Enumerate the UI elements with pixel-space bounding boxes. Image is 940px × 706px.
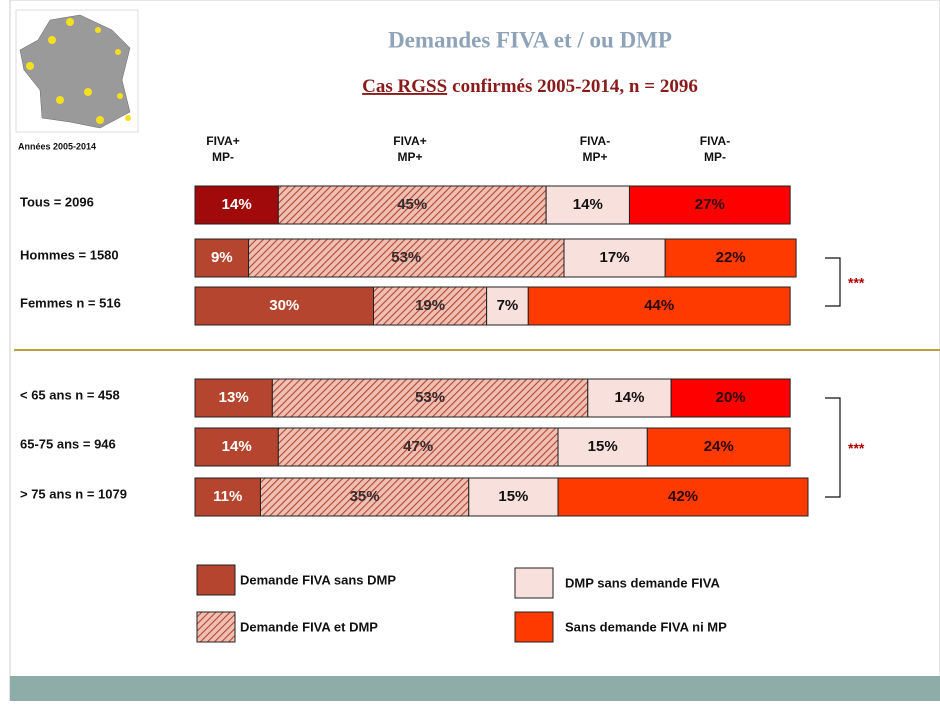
bar-segment [670, 378, 791, 418]
bar-segment [646, 427, 791, 467]
value-label: 22% [716, 249, 746, 266]
column-header: FIVA- [700, 134, 730, 148]
category-label: Tous = 2096 [20, 194, 94, 209]
bar-segment [194, 427, 279, 467]
significance: *** [848, 440, 865, 456]
subtitle-part: Cas RGSS [362, 76, 447, 97]
legend-label: Demande FIVA et DMP [240, 619, 378, 634]
bar-segment [527, 286, 791, 326]
bar-segment [587, 378, 672, 418]
bar-segment [664, 238, 797, 278]
bar-segment [194, 286, 375, 326]
value-label: 11% [213, 488, 242, 505]
category-label: > 75 ans n = 1079 [20, 486, 127, 501]
bar-segment [194, 378, 273, 418]
bar-segment [557, 427, 648, 467]
value-label: 14% [614, 389, 644, 406]
bar-segment [468, 477, 559, 517]
bar-segment [259, 477, 470, 517]
category-label: Hommes = 1580 [20, 247, 119, 262]
significance: *** [848, 275, 865, 291]
footer-band [10, 676, 940, 701]
bar-segment [563, 238, 666, 278]
value-label: 19% [415, 297, 445, 314]
map [15, 9, 139, 133]
value-label: 7% [497, 297, 519, 314]
value-label: 45% [397, 196, 427, 213]
bar-segment [557, 477, 809, 517]
legend-label: Sans demande FIVA ni MP [565, 619, 727, 634]
column-header: MP- [704, 150, 726, 164]
value-label: 17% [600, 249, 630, 266]
value-label: 42% [668, 488, 698, 505]
column-header: MP+ [397, 150, 422, 164]
bar-segment [277, 185, 547, 225]
value-label: 44% [644, 297, 674, 314]
value-label: 14% [222, 438, 252, 455]
legend-swatch [196, 564, 236, 596]
category-label: 65-75 ans = 946 [20, 436, 116, 451]
category-label: Femmes n = 516 [20, 295, 121, 310]
bar-segment [545, 185, 630, 225]
bracket [825, 397, 841, 498]
bar-segment [628, 185, 791, 225]
legend-swatch [514, 567, 554, 599]
value-label: 35% [350, 488, 380, 505]
bracket [825, 257, 841, 307]
chart-subtitle: Cas RGSS confirmés 2005-2014, n = 2096 [362, 76, 698, 97]
value-label: 15% [588, 438, 618, 455]
category-label: < 65 ans n = 458 [20, 387, 120, 402]
value-label: 14% [573, 196, 603, 213]
bar-segment [194, 477, 261, 517]
bar-segment [373, 286, 488, 326]
subtitle-part: confirmés 2005-2014, n = 2096 [452, 76, 698, 97]
value-label: 30% [269, 297, 299, 314]
chart-title: Demandes FIVA et / ou DMP [388, 27, 672, 52]
bar-segment [277, 427, 559, 467]
value-label: 27% [695, 196, 725, 213]
value-label: 24% [704, 438, 734, 455]
legend-label: DMP sans demande FIVA [565, 575, 720, 590]
value-label: 53% [391, 249, 421, 266]
column-header: MP- [212, 150, 234, 164]
bar-segment [486, 286, 529, 326]
bar-segment [248, 238, 565, 278]
legend-swatch [196, 611, 236, 643]
legend-label: Demande FIVA sans DMP [240, 572, 396, 587]
value-label: 15% [498, 488, 528, 505]
column-header: MP+ [582, 150, 607, 164]
legend-swatch [514, 611, 554, 643]
column-header: FIVA- [580, 134, 610, 148]
value-label: 9% [211, 249, 233, 266]
bar-segment [271, 378, 589, 418]
value-label: 53% [415, 389, 445, 406]
value-label: 14% [222, 196, 252, 213]
value-label: 20% [716, 389, 746, 406]
map-label: Années 2005-2014 [18, 141, 96, 151]
bar-segment [194, 238, 250, 278]
column-header: FIVA+ [393, 134, 426, 148]
column-header: FIVA+ [206, 134, 239, 148]
value-label: 13% [219, 389, 249, 406]
value-label: 47% [403, 438, 433, 455]
